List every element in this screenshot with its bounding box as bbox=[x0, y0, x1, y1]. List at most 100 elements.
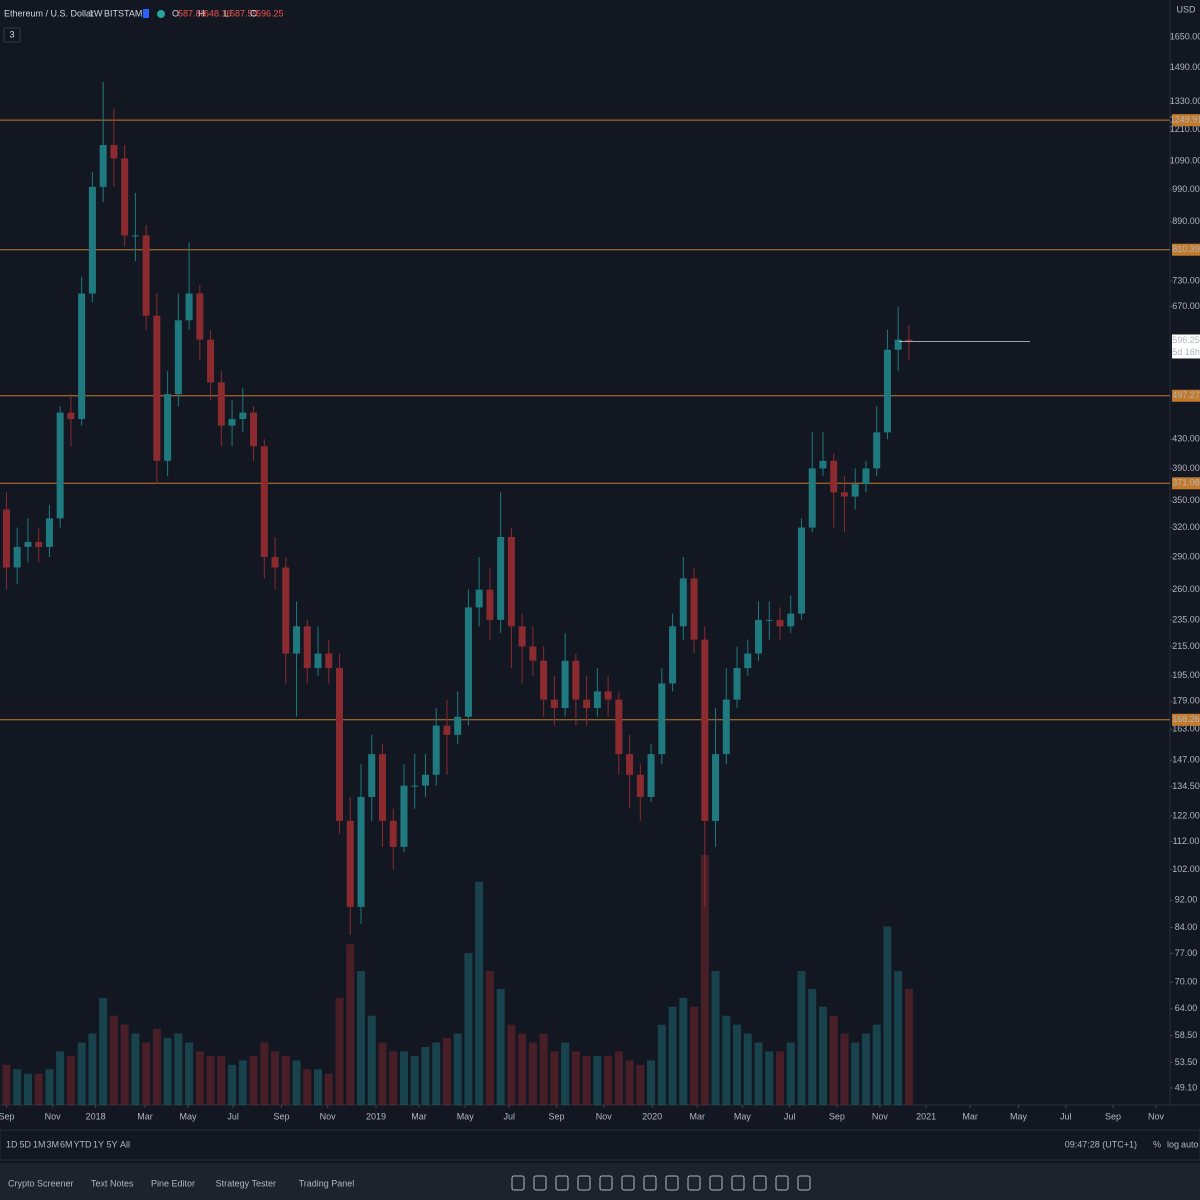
tool-icon[interactable] bbox=[599, 1175, 613, 1191]
volume-bar bbox=[163, 1038, 172, 1105]
indicator-toggle[interactable] bbox=[3, 27, 21, 43]
tool-icon[interactable] bbox=[665, 1175, 679, 1191]
level-tag bbox=[1172, 389, 1200, 402]
tool-icon[interactable] bbox=[621, 1175, 635, 1191]
tool-icon[interactable] bbox=[555, 1175, 569, 1191]
volume-bar bbox=[442, 1038, 451, 1105]
volume-bar bbox=[797, 971, 806, 1105]
candle-body bbox=[228, 419, 236, 426]
x-tick-label: Mar bbox=[137, 1111, 153, 1121]
y-tick-label: 1650.00 bbox=[1170, 31, 1200, 41]
tool-icon[interactable] bbox=[731, 1175, 745, 1191]
x-tick-label: 2019 bbox=[366, 1111, 386, 1121]
volume-bar bbox=[625, 1060, 634, 1105]
scale-option[interactable]: auto bbox=[1181, 1139, 1199, 1149]
panel-tab[interactable]: Strategy Tester bbox=[216, 1178, 276, 1188]
candle-body bbox=[153, 315, 161, 461]
tool-icon[interactable] bbox=[643, 1175, 657, 1191]
candle-body bbox=[357, 796, 365, 907]
volume-bar bbox=[356, 971, 365, 1105]
x-tick-label: Nov bbox=[596, 1111, 613, 1121]
candle-body bbox=[604, 691, 612, 700]
range-button[interactable]: 1M bbox=[33, 1139, 46, 1149]
volume-bar bbox=[195, 1051, 204, 1105]
range-button[interactable]: 3M bbox=[47, 1139, 60, 1149]
range-button[interactable]: YTD bbox=[74, 1139, 93, 1149]
currency: USD bbox=[1176, 4, 1196, 14]
candle-body bbox=[475, 589, 483, 608]
candle-body bbox=[808, 468, 816, 528]
volume-bar bbox=[808, 988, 817, 1105]
scale-option[interactable]: log bbox=[1167, 1139, 1179, 1149]
range-button[interactable]: 1D bbox=[6, 1139, 18, 1149]
volume-bar bbox=[582, 1055, 591, 1105]
volume-bar bbox=[647, 1060, 656, 1105]
level-label: 168.26 bbox=[1172, 714, 1200, 724]
x-tick-label: Jul bbox=[503, 1111, 515, 1121]
volume-bar bbox=[217, 1055, 226, 1105]
y-tick-label: 1330.00 bbox=[1170, 96, 1200, 106]
candle-body bbox=[336, 668, 344, 821]
candle-body bbox=[712, 754, 720, 821]
range-button[interactable]: 1Y bbox=[93, 1139, 104, 1149]
panel-tab[interactable]: Trading Panel bbox=[299, 1178, 355, 1188]
tool-icon[interactable] bbox=[797, 1175, 811, 1191]
range-button[interactable]: 5D bbox=[20, 1139, 32, 1149]
candle-body bbox=[797, 527, 805, 614]
volume-bar bbox=[249, 1055, 258, 1105]
x-tick-label: Nov bbox=[1148, 1111, 1165, 1121]
volume-bar bbox=[883, 926, 892, 1105]
indicator-count: 3 bbox=[9, 29, 14, 39]
drawing-toolbar bbox=[511, 1175, 811, 1191]
volume-bar bbox=[679, 997, 688, 1105]
tool-icon[interactable] bbox=[533, 1175, 547, 1191]
volume-bar bbox=[77, 1042, 86, 1105]
range-button[interactable]: 6M bbox=[60, 1139, 73, 1149]
x-tick-label: Jul bbox=[1060, 1111, 1072, 1121]
volume-bar bbox=[604, 1055, 613, 1105]
candle-body bbox=[378, 754, 386, 821]
level-label: 810.39 bbox=[1172, 244, 1200, 254]
flag-icon[interactable] bbox=[143, 9, 149, 18]
ohlc-key: L bbox=[224, 8, 229, 18]
candle-body bbox=[185, 293, 193, 321]
y-tick-label: 730.00 bbox=[1172, 275, 1200, 285]
y-tick-label: 64.00 bbox=[1175, 1003, 1198, 1013]
exchange: BITSTAMP bbox=[104, 8, 148, 18]
panel-tab[interactable]: Crypto Screener bbox=[8, 1178, 74, 1188]
candle-body bbox=[368, 754, 376, 797]
x-tick-label: May bbox=[1010, 1111, 1028, 1121]
level-label: 497.27 bbox=[1172, 390, 1200, 400]
candle-body bbox=[293, 626, 301, 654]
tool-icon[interactable] bbox=[753, 1175, 767, 1191]
x-tick-label: Mar bbox=[690, 1111, 706, 1121]
tool-icon[interactable] bbox=[775, 1175, 789, 1191]
candle-body bbox=[443, 725, 451, 735]
candle-body bbox=[250, 412, 258, 447]
ohlc-key: C bbox=[250, 8, 257, 18]
panel-tab[interactable]: Pine Editor bbox=[151, 1178, 195, 1188]
volume-bar bbox=[485, 971, 494, 1105]
scale-option[interactable]: % bbox=[1153, 1139, 1161, 1149]
candle-body bbox=[873, 432, 881, 469]
panel-tab[interactable]: Text Notes bbox=[91, 1178, 134, 1188]
y-tick-label: 235.00 bbox=[1172, 614, 1200, 624]
y-tick-label: 122.00 bbox=[1172, 810, 1200, 820]
candle-body bbox=[35, 541, 43, 547]
candle-body bbox=[840, 492, 848, 497]
tool-icon[interactable] bbox=[709, 1175, 723, 1191]
range-button[interactable]: All bbox=[120, 1139, 130, 1149]
tool-icon[interactable] bbox=[687, 1175, 701, 1191]
tool-icon[interactable] bbox=[511, 1175, 525, 1191]
y-tick-label: 58.50 bbox=[1175, 1030, 1198, 1040]
volume-bar bbox=[840, 1033, 849, 1105]
range-button[interactable]: 5Y bbox=[107, 1139, 118, 1149]
y-tick-label: 134.50 bbox=[1172, 781, 1200, 791]
volume-bar bbox=[657, 1024, 666, 1105]
clock: 09:47:28 (UTC+1) bbox=[1065, 1139, 1137, 1149]
candle-body bbox=[196, 293, 204, 340]
tool-icon[interactable] bbox=[577, 1175, 591, 1191]
candle-body bbox=[690, 578, 698, 640]
